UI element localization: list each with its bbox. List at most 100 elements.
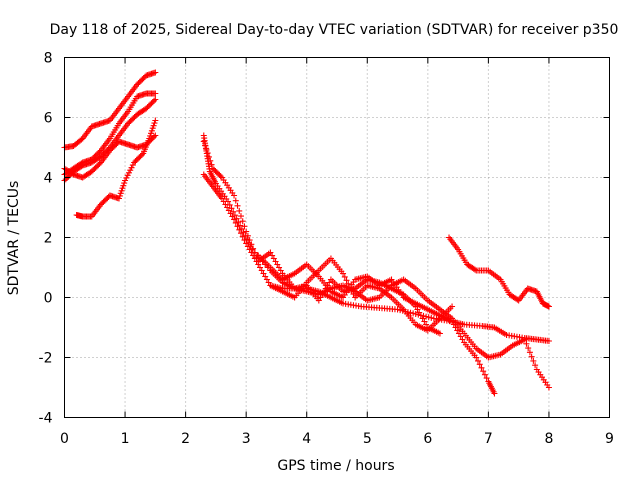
data-point [138, 151, 145, 158]
data-point [203, 146, 210, 153]
data-point [399, 307, 406, 314]
data-point [521, 336, 528, 343]
data-point [526, 349, 533, 356]
y-tick-label: 6 [44, 111, 53, 127]
data-point [116, 192, 123, 199]
data-point [119, 185, 126, 192]
data-point [204, 150, 211, 157]
data-point [243, 228, 250, 235]
x-tick-label: 8 [544, 431, 553, 447]
data-point [491, 390, 498, 397]
data-point [131, 159, 138, 166]
data-point [99, 200, 106, 207]
data-point [237, 213, 244, 220]
data-point [410, 310, 417, 317]
data-point [231, 192, 238, 199]
chart-title: Day 118 of 2025, Sidereal Day-to-day VTE… [50, 22, 619, 38]
data-point [483, 375, 490, 382]
data-point [65, 173, 72, 180]
data-point [128, 164, 135, 171]
y-tick-label: 0 [44, 291, 53, 307]
series-track-b [61, 90, 159, 178]
data-point [95, 162, 102, 169]
data-point [130, 115, 137, 122]
y-tick-label: 2 [44, 231, 53, 247]
data-point [151, 133, 158, 140]
data-point [132, 158, 139, 165]
data-point [97, 153, 104, 160]
data-point [232, 197, 239, 204]
data-point [525, 345, 532, 352]
data-point [148, 100, 155, 107]
data-point [478, 364, 485, 371]
data-point [232, 219, 239, 226]
data-point [244, 232, 251, 239]
data-point [125, 169, 132, 176]
data-point [91, 165, 98, 172]
data-point [428, 314, 435, 321]
data-point [106, 147, 113, 154]
data-point [122, 177, 129, 184]
data-point [147, 101, 154, 108]
data-point [473, 354, 480, 361]
series-track-h [200, 171, 456, 334]
data-point [212, 168, 219, 175]
data-point [136, 154, 143, 161]
data-point [475, 357, 482, 364]
data-point [137, 153, 144, 160]
data-point [152, 117, 159, 124]
data-point [138, 77, 145, 84]
data-point [480, 368, 487, 375]
series-track-a [61, 69, 159, 151]
x-tick-label: 3 [242, 431, 251, 447]
data-point [148, 130, 155, 137]
data-point [238, 225, 245, 232]
data-point [211, 166, 218, 173]
data-point [208, 161, 215, 168]
data-point [236, 226, 243, 233]
data-point [394, 306, 401, 313]
data-point [545, 303, 552, 310]
data-point [126, 119, 133, 126]
data-point [120, 182, 127, 189]
data-point [436, 330, 443, 337]
x-tick-label: 5 [363, 431, 372, 447]
data-point [341, 273, 348, 280]
series-track-j [267, 276, 552, 391]
data-point [217, 173, 224, 180]
y-tick-label: 4 [44, 171, 53, 187]
data-point [207, 157, 214, 164]
series-track-d [61, 132, 159, 181]
data-point [239, 218, 246, 225]
data-point [109, 144, 116, 151]
data-point [481, 371, 488, 378]
data-point [125, 120, 132, 127]
data-point [134, 81, 141, 88]
data-point [93, 163, 100, 170]
data-point [234, 223, 241, 230]
data-point [425, 314, 432, 321]
y-tick-label: -2 [39, 351, 53, 367]
data-point [131, 114, 138, 121]
data-point [147, 132, 154, 139]
data-point [216, 171, 223, 178]
y-tick-label: -4 [39, 411, 53, 427]
data-point [476, 361, 483, 368]
data-point [144, 104, 151, 111]
data-point [202, 142, 209, 149]
data-point [248, 241, 255, 248]
x-tick-label: 9 [605, 431, 614, 447]
data-point [95, 150, 102, 157]
data-point [241, 223, 248, 230]
x-axis-label: GPS time / hours [277, 458, 394, 474]
data-point [152, 96, 159, 103]
data-point [215, 170, 222, 177]
data-point [246, 237, 253, 244]
data-point [237, 230, 244, 237]
x-tick-label: 0 [60, 431, 69, 447]
x-tick-label: 1 [121, 431, 130, 447]
series-track-f [200, 132, 552, 344]
data-point [97, 201, 104, 208]
data-point [231, 212, 238, 219]
data-point [240, 229, 247, 236]
